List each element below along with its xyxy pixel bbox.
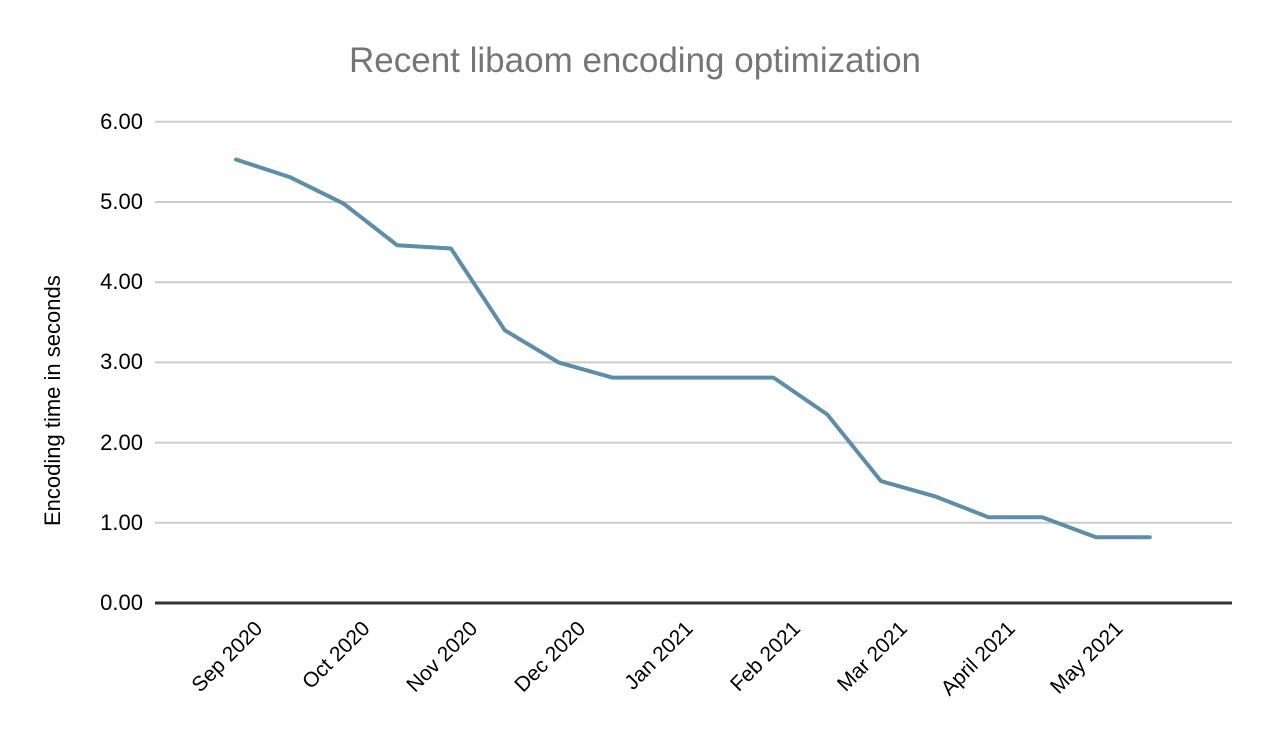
y-tick-label: 3.00 [100, 349, 143, 375]
y-tick-label: 1.00 [100, 509, 143, 535]
y-tick-label: 5.00 [100, 189, 143, 214]
y-tick-label: 0.00 [100, 590, 143, 615]
chart-title: Recent libaom encoding optimization [349, 41, 921, 80]
series-line [234, 157, 1152, 540]
y-tick-label: 6.00 [100, 108, 143, 134]
y-tick-label: 2.00 [100, 429, 143, 455]
y-tick-label: 4.00 [100, 269, 143, 295]
gridlines [155, 120, 1232, 524]
